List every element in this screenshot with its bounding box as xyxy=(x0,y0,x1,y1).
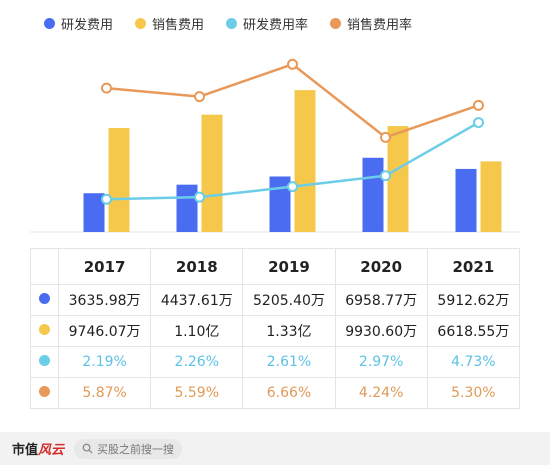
dot-icon xyxy=(39,324,50,335)
table-cell: 4.73% xyxy=(426,346,521,378)
bar-sales-2019 xyxy=(294,90,316,232)
point-sales-rate-2020 xyxy=(380,131,391,143)
table-cell: 5.30% xyxy=(426,377,521,409)
bar-rd-2017 xyxy=(83,193,105,232)
row-swatch-cell xyxy=(30,284,59,316)
legend-label: 销售费用 xyxy=(152,18,205,33)
table-row: 5.87% 5.59% 6.66% 4.24% 5.30% xyxy=(30,377,521,409)
table-row: 3635.98万 4437.61万 5205.40万 6958.77万 5912… xyxy=(30,284,521,316)
legend-label: 研发费用率 xyxy=(243,18,309,33)
table-corner xyxy=(30,248,59,285)
table-cell: 6.66% xyxy=(242,377,336,409)
data-table: 2017 2018 2019 2020 2021 3635.98万 4437.6… xyxy=(30,248,521,409)
point-sales-rate-2017 xyxy=(101,82,112,94)
point-rd-rate-2017 xyxy=(101,193,112,205)
year-header: 2019 xyxy=(242,248,336,285)
point-sales-rate-2018 xyxy=(194,91,205,103)
row-swatch-cell xyxy=(30,346,59,378)
table-cell: 2.19% xyxy=(57,346,152,378)
legend-item-rd-expense: 研发费用 xyxy=(44,14,113,33)
year-header: 2017 xyxy=(57,248,152,285)
row-swatch-cell xyxy=(30,315,59,347)
bar-rd-2019 xyxy=(269,176,291,232)
table-cell: 9746.07万 xyxy=(57,315,152,347)
table-cell: 5912.62万 xyxy=(426,284,521,316)
bar-sales-2021 xyxy=(480,161,502,232)
point-rd-rate-2021 xyxy=(473,117,484,129)
point-rd-rate-2020 xyxy=(380,170,391,182)
brand-logo: 市值风云 xyxy=(12,439,64,458)
bar-sales-2020 xyxy=(387,126,409,232)
legend-label: 研发费用 xyxy=(61,18,114,33)
table-row: 2.19% 2.26% 2.61% 2.97% 4.73% xyxy=(30,346,521,378)
bar-sales-2017 xyxy=(108,128,130,232)
brand-accent: 风云 xyxy=(38,443,65,458)
legend-item-sales-rate: 销售费用率 xyxy=(330,14,412,33)
table-cell: 2.97% xyxy=(334,346,428,378)
dot-icon xyxy=(39,355,50,366)
legend-swatch xyxy=(44,18,55,29)
search-box[interactable]: 买股之前搜一搜 xyxy=(74,438,183,459)
table-cell: 6958.77万 xyxy=(334,284,428,316)
dot-icon xyxy=(39,386,50,397)
table-cell: 5205.40万 xyxy=(242,284,336,316)
year-header: 2021 xyxy=(426,248,521,285)
bar-rd-2021 xyxy=(455,168,477,232)
table-cell: 4.24% xyxy=(334,377,428,409)
search-icon xyxy=(82,443,93,454)
table-cell: 2.26% xyxy=(150,346,244,378)
point-sales-rate-2019 xyxy=(287,58,298,70)
table-cell: 9930.60万 xyxy=(334,315,428,347)
bar-rd-2018 xyxy=(176,184,198,232)
table-cell: 2.61% xyxy=(242,346,336,378)
bar-sales-2018 xyxy=(201,114,223,232)
row-swatch-cell xyxy=(30,377,59,409)
year-header: 2020 xyxy=(334,248,428,285)
legend-swatch xyxy=(135,18,147,29)
footer-bar: 市值风云 买股之前搜一搜 xyxy=(0,432,550,465)
table-cell: 3635.98万 xyxy=(57,284,152,316)
table-cell: 5.59% xyxy=(150,377,244,409)
table-header-row: 2017 2018 2019 2020 2021 xyxy=(30,248,521,285)
legend-item-sales-expense: 销售费用 xyxy=(135,14,204,33)
year-header: 2018 xyxy=(150,248,244,285)
dot-icon xyxy=(39,293,50,304)
brand-main: 市值 xyxy=(12,443,39,458)
chart-legend: 研发费用 销售费用 研发费用率 销售费用率 xyxy=(44,14,412,33)
table-cell: 5.87% xyxy=(57,377,152,409)
combo-chart xyxy=(30,58,520,233)
point-rd-rate-2019 xyxy=(287,181,298,193)
table-cell: 4437.61万 xyxy=(150,284,244,316)
table-row: 9746.07万 1.10亿 1.33亿 9930.60万 6618.55万 xyxy=(30,315,521,347)
table-cell: 1.33亿 xyxy=(242,315,336,347)
line-sales-rate xyxy=(106,62,479,139)
legend-item-rd-rate: 研发费用率 xyxy=(226,14,308,33)
legend-swatch xyxy=(330,18,342,29)
table-cell: 1.10亿 xyxy=(150,315,244,347)
point-sales-rate-2021 xyxy=(473,99,484,111)
bar-rd-2020 xyxy=(362,157,384,232)
search-placeholder: 买股之前搜一搜 xyxy=(97,442,175,456)
point-rd-rate-2018 xyxy=(194,191,205,203)
legend-swatch xyxy=(226,18,238,29)
legend-label: 销售费用率 xyxy=(347,18,413,33)
table-cell: 6618.55万 xyxy=(426,315,521,347)
